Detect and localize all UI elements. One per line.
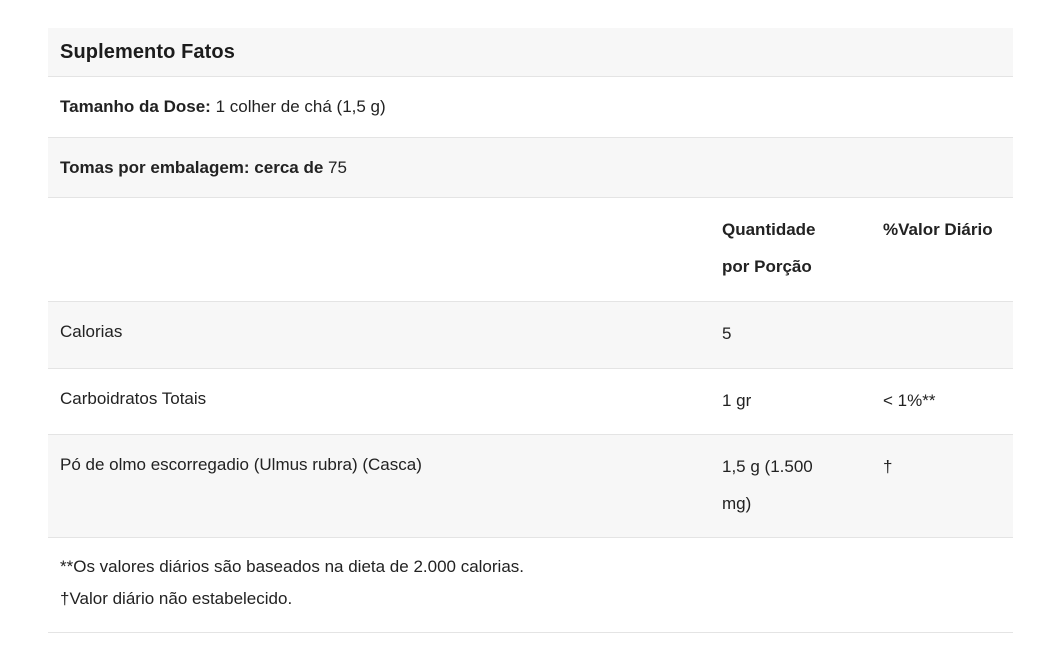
table-title-row: Suplemento Fatos [48,28,1013,77]
footnote-daily-values: **Os valores diários são baseados na die… [60,557,525,577]
nutrient-amount: 1,5 g (1.500 mg) [722,457,813,513]
nutrient-amount: 5 [722,324,732,344]
nutrient-name: Calorias [60,322,123,342]
table-row-slippery-elm: Pó de olmo escorregadio (Ulmus rubra) (C… [48,435,1013,539]
nutrient-name: Pó de olmo escorregadio (Ulmus rubra) (C… [60,455,422,475]
servings-per-container-row: Tomas por embalagem: cerca de 75 [48,137,1013,198]
serving-size-label: Tamanho da Dose: [60,97,211,116]
serving-size-value: 1 colher de chá (1,5 g) [215,97,386,116]
table-row-total-carbohydrate: Carboidratos Totais 1 gr < 1%** [48,369,1013,436]
column-header-row: Quantidade por Porção %Valor Diário [48,198,1013,303]
column-header-daily-value: %Valor Diário [883,220,993,239]
nutrient-daily-value: † [883,457,893,477]
footnote-dv-not-established: †Valor diário não estabelecido. [60,588,293,608]
servings-per-container-label: Tomas por embalagem: cerca de [60,157,324,177]
footnotes: **Os valores diários são baseados na die… [48,538,1013,634]
nutrient-name: Carboidratos Totais [60,388,207,408]
serving-size-row: Tamanho da Dose: 1 colher de chá (1,5 g) [48,77,1013,138]
nutrient-daily-value: < 1%** [883,390,936,410]
table-title: Suplemento Fatos [60,41,235,63]
column-header-amount: Quantidade por Porção [722,220,816,276]
nutrient-amount: 1 gr [722,390,752,410]
servings-per-container-value: 75 [328,157,347,177]
table-row-calories: Calorias 5 [48,302,1013,369]
supplement-facts-table: Suplemento Fatos Tamanho da Dose: 1 colh… [48,28,1013,634]
